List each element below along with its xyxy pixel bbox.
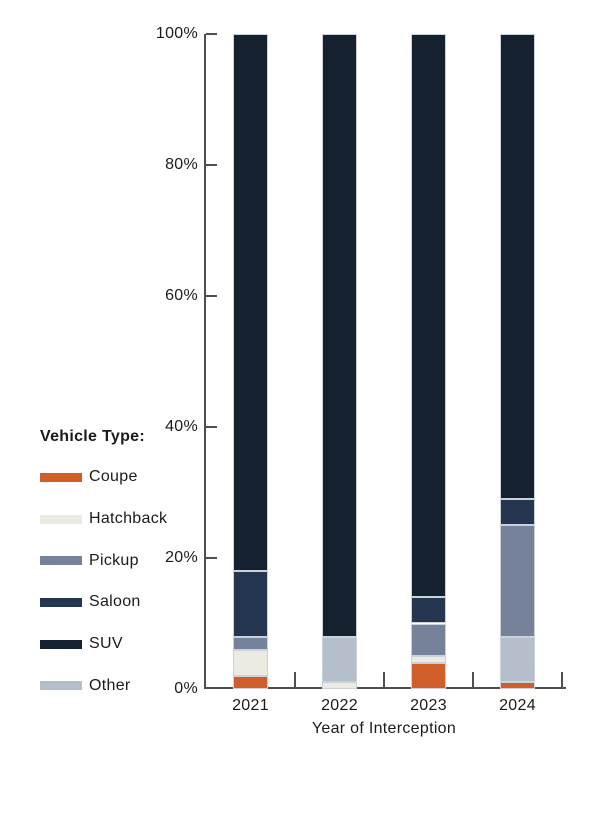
bar-segment-2024-pickup <box>499 525 536 637</box>
legend-item-label: Coupe <box>89 468 138 486</box>
x-axis-line <box>204 686 567 689</box>
legend-item-label: SUV <box>89 635 123 653</box>
bar-segment-2021-suv <box>232 34 269 572</box>
bar-segment-2024-saloon <box>499 499 536 526</box>
legend-swatch-saloon <box>40 597 82 607</box>
legend-swatch-other <box>40 681 82 691</box>
bar-segment-2023-coupe <box>410 662 447 689</box>
x-tick <box>294 672 296 689</box>
y-tick-label: 80% <box>165 156 198 173</box>
bar-segment-2021-hatchback <box>232 649 269 676</box>
x-category-label: 2022 <box>321 697 358 714</box>
bar-segment-2023-hatchback <box>410 656 447 663</box>
bar-segment-2024-other <box>499 636 536 683</box>
bar-segment-2024-suv <box>499 34 536 500</box>
y-tick-label: 40% <box>165 418 198 435</box>
y-tick <box>206 295 217 297</box>
bar-segment-2021-pickup <box>232 636 269 650</box>
y-tick-label: 0% <box>174 680 198 697</box>
x-category-label: 2024 <box>499 697 536 714</box>
legend-swatch-coupe <box>40 472 82 482</box>
bar-segment-2023-suv <box>410 34 447 598</box>
bar-segment-2022-suv <box>321 34 358 637</box>
bar-segment-2023-saloon <box>410 597 447 624</box>
legend-item-label: Saloon <box>89 593 141 611</box>
y-tick-label: 100% <box>155 25 198 42</box>
plot-area: 0% 20% 40% 60% 80% 100% 2021 2022 2023 2024 <box>155 25 567 714</box>
y-tick <box>206 33 217 35</box>
x-tick <box>561 672 563 689</box>
y-tick-label: 20% <box>165 549 198 566</box>
bar-segment-2024-coupe <box>499 682 536 689</box>
y-tick-label: 60% <box>165 287 198 304</box>
legend-swatch-pickup <box>40 556 82 566</box>
x-tick <box>472 672 474 689</box>
bar-segment-2022-hatchback <box>321 682 358 689</box>
y-tick <box>206 557 217 559</box>
y-tick <box>206 164 217 166</box>
legend-title: Vehicle Type: <box>40 428 145 445</box>
legend-item-label: Pickup <box>89 551 139 569</box>
figure-caption: Figure 7 - A Graph to Show the Percentag… <box>25 769 445 818</box>
bar-segment-2021-saloon <box>232 571 269 637</box>
x-category-label: 2021 <box>232 697 269 714</box>
bar-segment-2022-other <box>321 636 358 683</box>
y-tick <box>206 426 217 428</box>
x-category-label: 2023 <box>410 697 447 714</box>
y-axis-line <box>204 34 206 689</box>
legend-item-label: Hatchback <box>89 510 168 527</box>
legend-swatch-suv <box>40 639 82 649</box>
bar-segment-2021-coupe <box>232 675 269 689</box>
x-axis-title: Year of Interception <box>311 720 457 737</box>
x-tick <box>383 672 385 689</box>
legend-swatch-hatchback <box>40 514 82 524</box>
bar-segment-2023-pickup <box>410 623 447 657</box>
legend-item-label: Other <box>89 676 131 694</box>
